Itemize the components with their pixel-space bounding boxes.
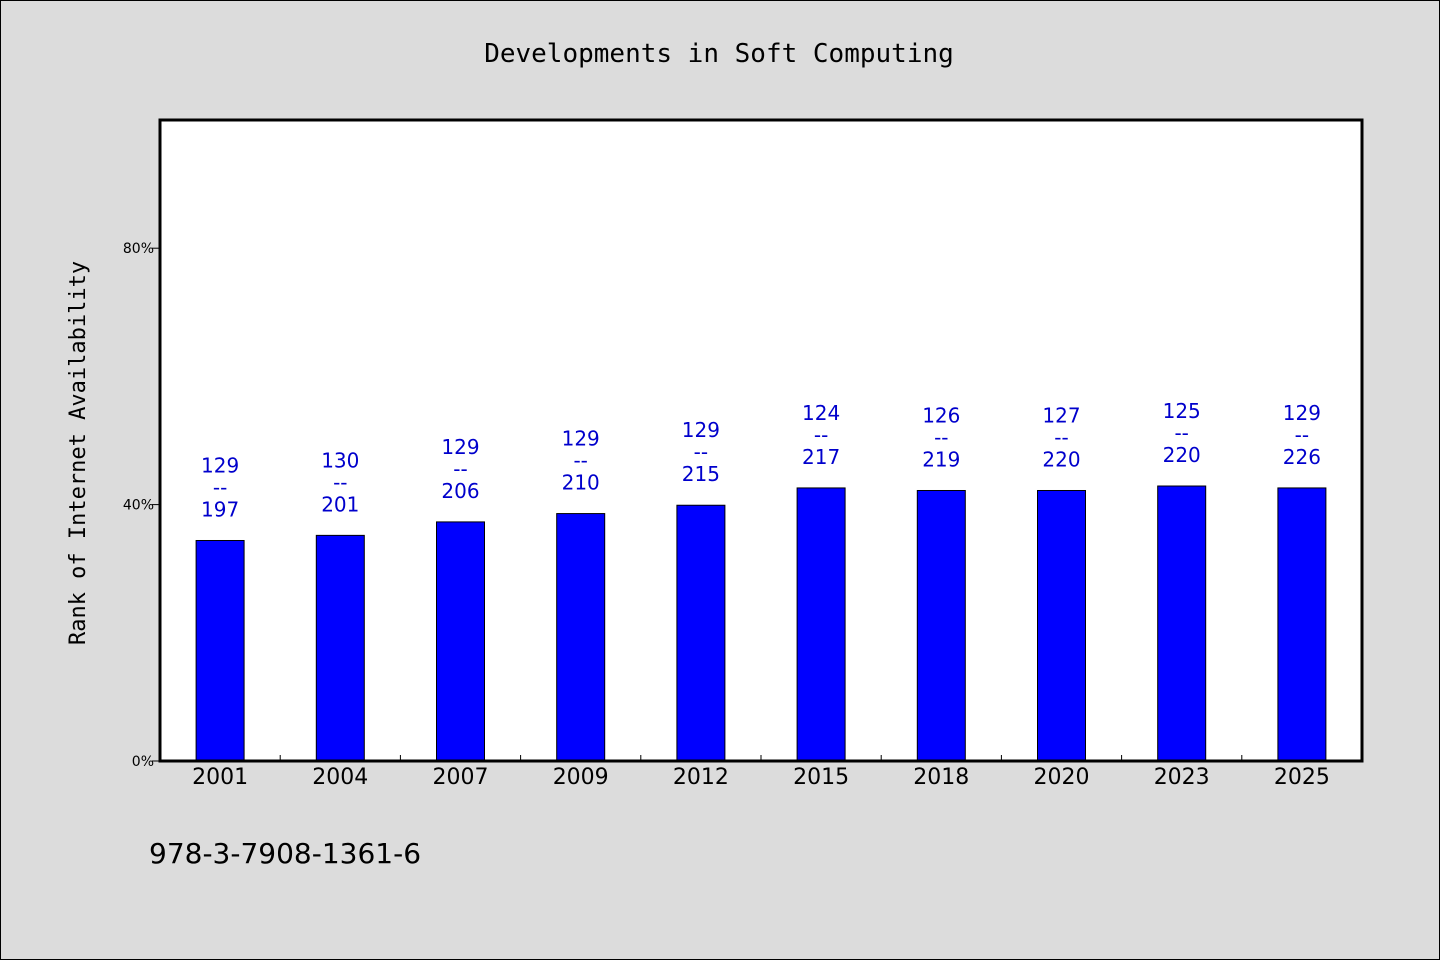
x-tick-label: 2007 bbox=[433, 765, 489, 790]
bar-2015 bbox=[796, 487, 846, 762]
y-tick-label: 0% bbox=[132, 754, 154, 770]
data-label-bottom: 226 bbox=[1283, 445, 1321, 469]
data-label-mid: -- bbox=[934, 425, 948, 449]
data-label-mid: -- bbox=[333, 470, 347, 494]
data-label-bottom: 201 bbox=[321, 492, 359, 516]
data-label-top: 126 bbox=[922, 403, 960, 427]
bar-2007 bbox=[436, 521, 485, 762]
data-label-top: 124 bbox=[802, 401, 840, 425]
x-tick-label: 2023 bbox=[1154, 765, 1210, 790]
x-tick-label: 2004 bbox=[312, 765, 368, 790]
data-label-mid: -- bbox=[694, 440, 708, 464]
bars-group: 129--197130--201129--206129--210129--215… bbox=[195, 399, 1327, 762]
bar-2018 bbox=[916, 489, 966, 762]
data-label-bottom: 197 bbox=[201, 497, 239, 521]
data-label-bottom: 215 bbox=[682, 462, 720, 486]
x-tick-label: 2020 bbox=[1034, 765, 1090, 790]
x-tick-label: 2025 bbox=[1274, 765, 1330, 790]
x-tick-label: 2001 bbox=[192, 765, 248, 790]
bar-2012 bbox=[676, 504, 726, 762]
y-axis-label: Rank of Internet Availability bbox=[66, 261, 91, 645]
isbn-footnote: 978-3-7908-1361-6 bbox=[149, 837, 421, 870]
y-tick-label: 40% bbox=[123, 498, 154, 514]
x-tick-label: 2012 bbox=[673, 765, 729, 790]
data-label-top: 129 bbox=[562, 427, 600, 451]
y-tick-label: 80% bbox=[123, 241, 154, 257]
x-tick-label: 2009 bbox=[553, 765, 609, 790]
data-label-mid: -- bbox=[1174, 421, 1188, 445]
bar-2025 bbox=[1277, 487, 1327, 762]
x-tick-label: 2018 bbox=[913, 765, 969, 790]
data-label-top: 129 bbox=[682, 418, 720, 442]
plot-frame bbox=[158, 118, 1364, 763]
chart-title: Developments in Soft Computing bbox=[484, 39, 954, 69]
data-label-top: 129 bbox=[441, 435, 479, 459]
bar-2023 bbox=[1157, 485, 1207, 762]
data-label-mid: -- bbox=[573, 449, 587, 473]
data-label-bottom: 220 bbox=[1042, 447, 1080, 471]
data-label-top: 129 bbox=[201, 453, 239, 477]
data-label-mid: -- bbox=[453, 457, 467, 481]
data-label-bottom: 220 bbox=[1163, 443, 1201, 467]
bar-2020 bbox=[1037, 489, 1086, 762]
data-label-bottom: 217 bbox=[802, 445, 840, 469]
bar-2004 bbox=[315, 534, 365, 762]
bar-2009 bbox=[556, 513, 606, 762]
x-tick-label: 2015 bbox=[793, 765, 849, 790]
data-label-top: 130 bbox=[321, 448, 359, 472]
bar-2001 bbox=[195, 539, 245, 762]
data-label-mid: -- bbox=[814, 423, 828, 447]
data-label-top: 129 bbox=[1283, 401, 1321, 425]
data-label-top: 125 bbox=[1163, 399, 1201, 423]
data-label-mid: -- bbox=[1295, 423, 1309, 447]
data-label-mid: -- bbox=[213, 475, 227, 499]
data-label-bottom: 206 bbox=[441, 479, 479, 503]
data-label-bottom: 210 bbox=[562, 471, 600, 495]
data-label-mid: -- bbox=[1054, 425, 1068, 449]
data-label-bottom: 219 bbox=[922, 447, 960, 471]
data-label-top: 127 bbox=[1042, 403, 1080, 427]
